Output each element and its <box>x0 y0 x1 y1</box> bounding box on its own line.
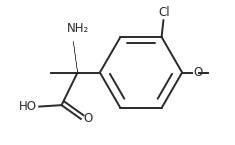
Text: O: O <box>193 66 202 79</box>
Text: NH₂: NH₂ <box>67 22 90 35</box>
Polygon shape <box>73 41 78 72</box>
Text: HO: HO <box>19 100 37 113</box>
Text: O: O <box>84 112 93 125</box>
Text: Cl: Cl <box>159 6 170 19</box>
